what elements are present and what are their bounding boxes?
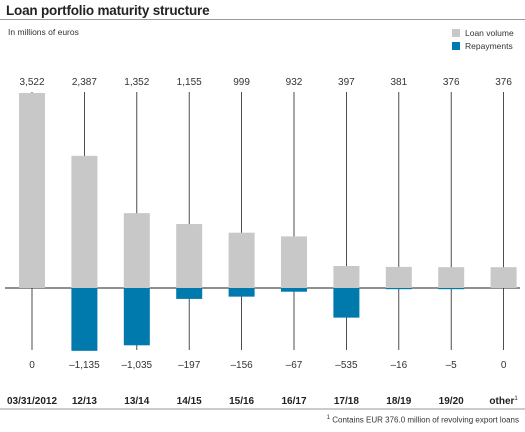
value-label-top-17-18: 397	[338, 77, 355, 88]
repayment-bar-13-14	[123, 288, 150, 346]
repayment-bar-15-16	[228, 288, 255, 297]
value-label-top-18-19: 381	[390, 77, 407, 88]
value-label-top-14-15: 1,155	[177, 77, 202, 88]
loan-volume-bar-14-15	[176, 224, 203, 288]
legend-item-loan-volume: Loan volume	[452, 26, 514, 39]
category-label-03-31-2012: 03/31/2012	[7, 396, 57, 407]
value-label-bottom-14-15: –197	[178, 360, 201, 371]
legend-label-loan-volume: Loan volume	[465, 27, 514, 38]
loan-volume-bar-15-16	[228, 232, 255, 288]
category-label-16-17: 16/17	[281, 396, 306, 407]
loan-volume-bar-17-18	[333, 266, 360, 288]
loan-volume-bar-03-31-2012	[19, 93, 45, 288]
value-label-bottom-16-17: –67	[286, 360, 303, 371]
value-label-top-other: 376	[495, 77, 512, 88]
unit-label: In millions of euros	[8, 27, 79, 37]
value-label-top-12-13: 2,387	[72, 77, 97, 88]
category-label-12-13: 12/13	[72, 396, 97, 407]
repayment-bar-17-18	[333, 288, 360, 318]
value-label-top-15-16: 999	[233, 77, 250, 88]
repayment-bar-16-17	[281, 288, 307, 292]
loan-volume-bar-12-13	[71, 155, 98, 288]
category-label-19-20: 19/20	[439, 396, 464, 407]
value-label-bottom-19-20: –5	[446, 360, 458, 371]
value-label-top-19-20: 376	[443, 77, 460, 88]
loan-volume-bar-13-14	[123, 213, 150, 288]
loan-volume-bar-16-17	[281, 236, 307, 288]
legend: Loan volume Repayments	[452, 26, 514, 52]
value-label-bottom-13-14: –1,035	[122, 360, 153, 371]
value-label-bottom-other: 0	[501, 360, 507, 371]
loan-volume-bar-other	[490, 267, 517, 288]
loan-volume-bar-19-20	[438, 267, 465, 288]
footnote-marker: 1	[326, 415, 330, 421]
value-label-top-13-14: 1,352	[124, 77, 149, 88]
repayment-bar-18-19	[385, 288, 412, 290]
chart-title: Loan portfolio maturity structure	[6, 3, 210, 18]
legend-label-repayments: Repayments	[465, 40, 513, 51]
footnote: 1 Contains EUR 376.0 million of revolvin…	[327, 415, 519, 425]
value-label-bottom-17-18: –535	[335, 360, 358, 371]
category-label-13-14: 13/14	[124, 396, 149, 407]
legend-swatch-repayments	[452, 41, 460, 50]
value-label-bottom-12-13: –1,135	[69, 360, 100, 371]
repayment-bar-19-20	[438, 288, 465, 290]
repayment-bar-14-15	[176, 288, 203, 299]
category-label-15-16: 15/16	[229, 396, 254, 407]
value-label-top-03-31-2012: 3,522	[19, 77, 44, 88]
legend-item-repayments: Repayments	[452, 39, 514, 52]
category-label-17-18: 17/18	[334, 396, 359, 407]
category-label-18-19: 18/19	[386, 396, 411, 407]
loan-volume-bar-18-19	[385, 266, 412, 288]
value-label-bottom-15-16: –156	[230, 360, 253, 371]
title-divider	[0, 19, 525, 20]
footnote-text: Contains EUR 376.0 million of revolving …	[332, 415, 519, 425]
value-label-bottom-18-19: –16	[390, 360, 407, 371]
value-label-top-16-17: 932	[286, 77, 303, 88]
repayment-bar-12-13	[71, 288, 98, 351]
category-footnote-marker: 1	[514, 396, 518, 402]
category-label-14-15: 14/15	[177, 396, 202, 407]
category-label-other: other1	[489, 396, 518, 407]
legend-swatch-loan-volume	[452, 28, 460, 37]
value-label-bottom-03-31-2012: 0	[29, 360, 35, 371]
